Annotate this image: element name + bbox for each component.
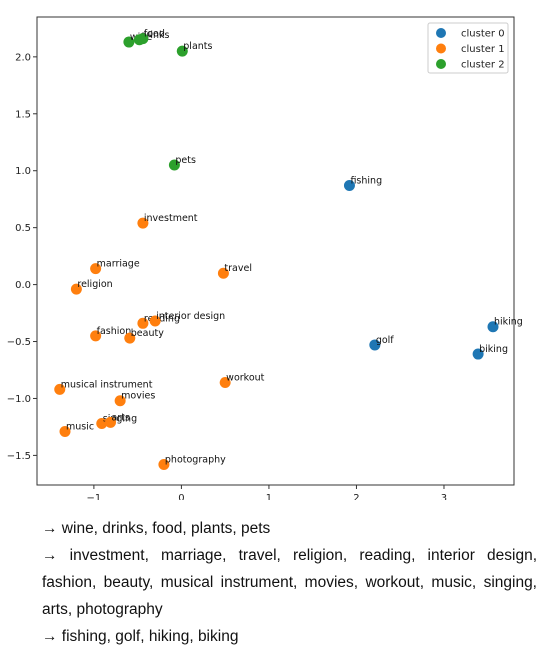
y-tick-label: 2.0	[15, 52, 31, 63]
point-label: movies	[121, 391, 155, 402]
data-point	[137, 217, 149, 229]
legend-marker	[436, 28, 446, 38]
data-point	[90, 330, 102, 342]
point-label: fashion	[97, 326, 132, 337]
legend-marker	[436, 59, 446, 69]
point-label: travel	[224, 263, 252, 274]
y-tick-label: 0.5	[15, 223, 31, 234]
y-tick-label: −1.0	[7, 394, 31, 405]
data-point	[70, 283, 82, 295]
point-label: marriage	[97, 259, 140, 270]
caption-cluster-0: → fishing, golf, hiking, biking	[42, 628, 239, 645]
data-point	[369, 339, 381, 351]
x-tick-label: −1	[87, 493, 102, 500]
point-label: interior design	[156, 311, 225, 322]
caption-cluster-2: → wine, drinks, food, plants, pets	[42, 520, 271, 537]
data-point	[123, 36, 135, 48]
data-point	[149, 315, 161, 327]
legend-marker	[436, 43, 446, 54]
point-label: investment	[144, 213, 198, 224]
point-label: beauty	[131, 328, 164, 339]
y-tick-label: 0.0	[15, 280, 31, 291]
point-label: drinks	[140, 30, 169, 41]
point-label: pets	[175, 155, 196, 166]
point-label: golf	[376, 335, 394, 346]
scatter-chart: −1 0 1 2 3 −1.5 −1.0 −0.5 0.0 0.5 1.0 1.5 2.0 fishing…	[7, 16, 523, 500]
point-label: reading	[144, 313, 180, 324]
data-point	[90, 263, 102, 275]
point-label: plants	[183, 41, 212, 52]
x-tick-label: 1	[266, 493, 272, 500]
point-label: biking	[479, 344, 508, 355]
y-tick-label: −1.5	[7, 451, 31, 462]
data-point	[54, 383, 66, 395]
data-point	[472, 348, 484, 360]
data-point	[114, 395, 126, 407]
legend-entry: cluster 2	[461, 60, 505, 71]
y-tick-label: 1.0	[15, 166, 31, 177]
point-label: singing	[103, 414, 137, 425]
data-point	[59, 425, 71, 437]
caption-cluster-1: → investment, marriage, travel, religion…	[42, 547, 537, 618]
legend-entry: cluster 0	[461, 29, 505, 40]
data-point	[105, 416, 117, 428]
y-tick-label: −0.5	[7, 337, 31, 348]
point-label: arts	[112, 412, 130, 423]
x-tick-label: 2	[353, 493, 359, 500]
legend-entry: cluster 1	[461, 44, 505, 55]
data-point	[137, 33, 149, 45]
point-label: fishing	[350, 176, 382, 187]
data-point	[219, 377, 231, 389]
legend-box	[427, 22, 509, 74]
data-point	[96, 418, 108, 430]
point-label: workout	[226, 373, 264, 384]
data-point	[168, 159, 180, 171]
caption-block: → wine, drinks, food, plants, pets → inv…	[42, 515, 537, 650]
point-label: food	[144, 29, 165, 40]
point-label: photography	[165, 455, 226, 466]
x-tick-label: 0	[178, 493, 184, 500]
y-tick-label: 1.5	[15, 109, 31, 120]
chart-svg: −1 0 1 2 3 −1.5 −1.0 −0.5 0.0 0.5 1.0 1.5 2.0 fishing…	[7, 16, 523, 500]
data-point	[158, 459, 170, 471]
point-label: musical instrument	[61, 379, 153, 390]
x-tick-label: 3	[441, 493, 447, 500]
point-label: hiking	[494, 317, 523, 328]
data-point	[343, 180, 355, 192]
data-point	[137, 317, 149, 329]
point-label: music	[66, 421, 94, 432]
data-point	[217, 267, 229, 279]
data-point	[124, 332, 136, 344]
plot-frame	[36, 16, 515, 486]
point-label: religion	[77, 279, 112, 290]
data-point	[487, 321, 499, 333]
data-point	[176, 45, 188, 57]
